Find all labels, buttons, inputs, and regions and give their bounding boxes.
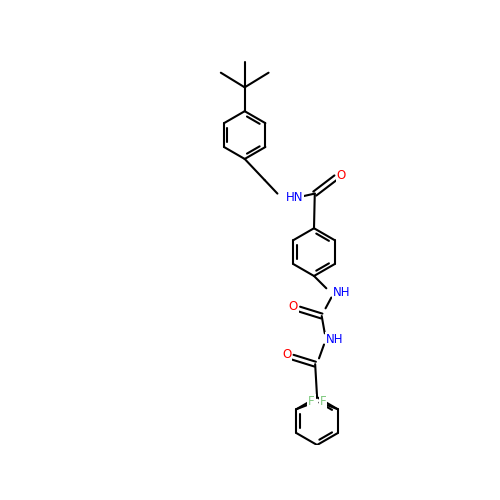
Text: HN: HN — [286, 191, 304, 204]
Text: F: F — [308, 395, 314, 408]
Text: O: O — [288, 300, 298, 312]
Text: NH: NH — [326, 332, 344, 345]
Text: F: F — [320, 395, 326, 408]
Text: O: O — [282, 348, 292, 360]
Text: NH: NH — [334, 286, 351, 298]
Text: O: O — [336, 169, 346, 182]
